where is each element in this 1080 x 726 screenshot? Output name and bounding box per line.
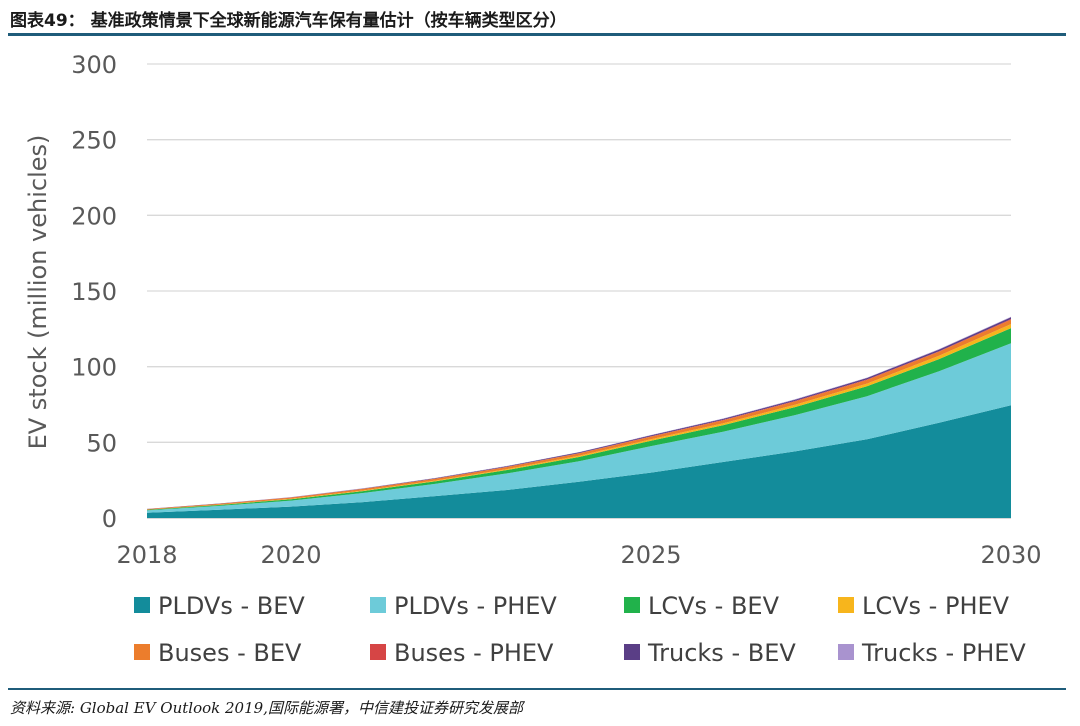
area-pldvs-phev [147, 343, 1011, 513]
stacked-areas [147, 316, 1011, 518]
x-tick-label: 2018 [116, 541, 177, 569]
legend-swatch [838, 597, 854, 613]
legend-label: LCVs - PHEV [862, 592, 1010, 620]
legend-swatch [838, 644, 854, 660]
legend-label: Buses - BEV [158, 639, 302, 667]
legend-label: Trucks - BEV [647, 639, 796, 667]
legend-swatch [370, 644, 386, 660]
area-pldvs-bev [147, 405, 1011, 518]
legend-swatch [134, 597, 150, 613]
y-tick-label: 200 [71, 202, 117, 230]
legend-swatch [624, 597, 640, 613]
source-divider [8, 688, 1066, 690]
y-tick-label: 300 [71, 51, 117, 79]
legend-label: LCVs - BEV [648, 592, 780, 620]
figure-title: 图表49： 基准政策情景下全球新能源汽车保有量估计（按车辆类型区分） [10, 11, 567, 31]
legend-label: PLDVs - BEV [158, 592, 305, 620]
legend-label: Trucks - PHEV [861, 639, 1026, 667]
x-tick-label: 2030 [980, 541, 1041, 569]
x-tick-label: 2025 [620, 541, 681, 569]
title-divider [8, 33, 1066, 36]
legend-swatch [134, 644, 150, 660]
y-axis-ticks: 0 50 100 150 200 250 300 [71, 51, 117, 533]
legend-swatch [370, 597, 386, 613]
y-axis-label: EV stock (million vehicles) [24, 135, 52, 450]
y-tick-label: 150 [71, 278, 117, 306]
y-tick-label: 0 [102, 505, 117, 533]
legend-label: Buses - PHEV [394, 639, 554, 667]
y-tick-label: 100 [71, 354, 117, 382]
legend-swatch [624, 644, 640, 660]
legend-label: PLDVs - PHEV [394, 592, 557, 620]
y-tick-label: 250 [71, 127, 117, 155]
source-note: 资料来源: Global EV Outlook 2019,国际能源署，中信建投证… [10, 699, 523, 717]
y-tick-label: 50 [86, 429, 117, 457]
x-axis-ticks: 2018 2020 2025 2030 [116, 541, 1041, 569]
legend: PLDVs - BEV PLDVs - PHEV LCVs - BEV LCVs - … [134, 592, 1026, 667]
x-tick-label: 2020 [260, 541, 321, 569]
